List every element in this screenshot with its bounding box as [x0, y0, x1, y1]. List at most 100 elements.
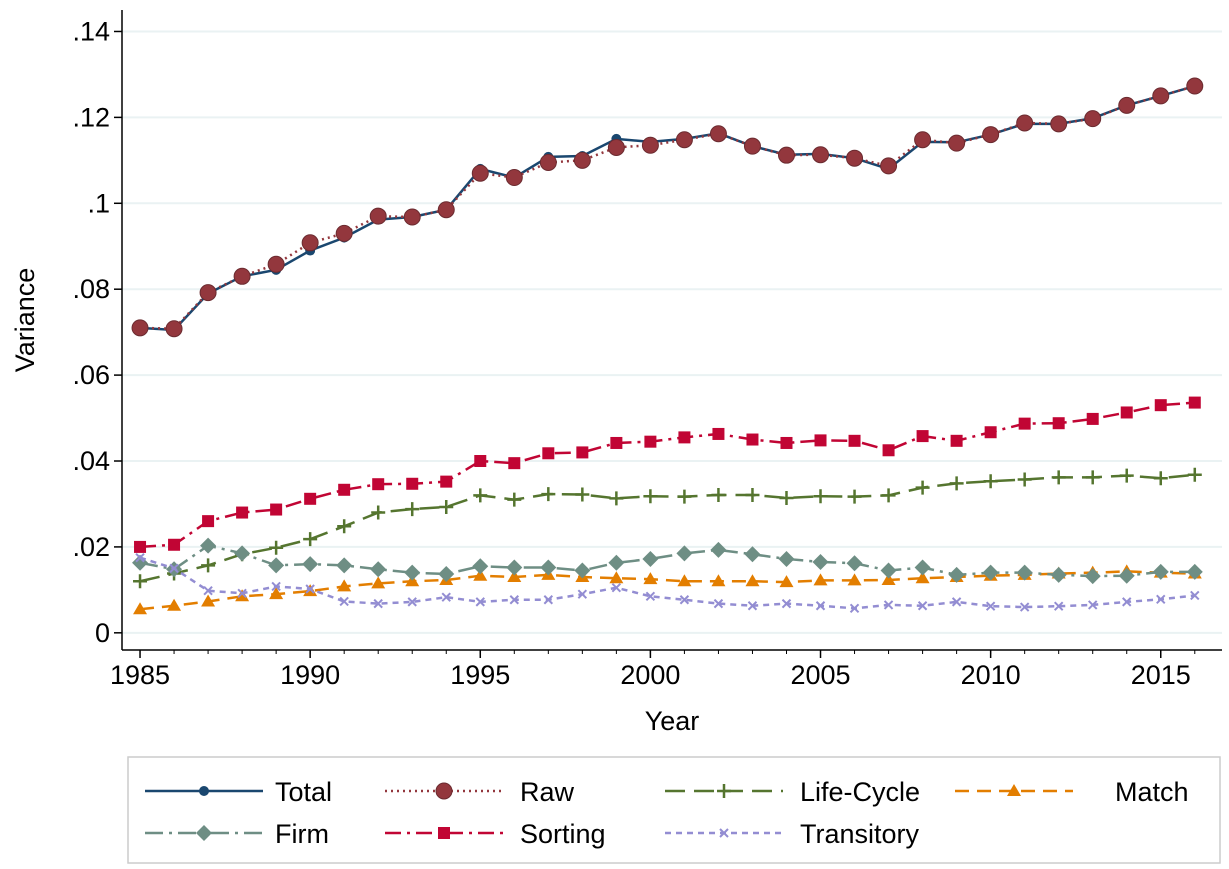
marker: [645, 591, 656, 602]
marker: [779, 490, 794, 505]
marker: [135, 552, 145, 563]
marker: [881, 572, 896, 585]
marker: [1186, 77, 1204, 95]
marker: [948, 134, 966, 152]
series: [131, 77, 1204, 338]
legend-label: Match: [1115, 777, 1189, 807]
marker: [916, 430, 929, 443]
marker: [303, 532, 318, 547]
marker: [1051, 470, 1066, 485]
marker: [335, 224, 353, 242]
series-line: [139, 401, 1195, 549]
series-line: [139, 556, 1195, 610]
marker: [440, 475, 453, 488]
series-line: [139, 84, 1196, 332]
marker: [643, 489, 658, 504]
marker: [1086, 412, 1099, 425]
marker: [1084, 568, 1101, 585]
marker: [744, 546, 761, 563]
marker: [509, 595, 520, 605]
marker: [540, 559, 557, 576]
y-axis-label: Variance: [10, 268, 40, 373]
legend-marker: [438, 827, 450, 839]
marker: [168, 538, 181, 551]
marker: [337, 519, 352, 534]
marker: [508, 457, 521, 470]
x-tick-label: 2015: [1131, 660, 1191, 690]
marker: [1118, 567, 1135, 584]
marker: [711, 487, 726, 502]
marker: [713, 598, 724, 609]
marker: [1152, 87, 1170, 105]
marker: [983, 474, 998, 489]
marker: [1053, 601, 1064, 611]
marker: [1190, 590, 1200, 601]
marker: [778, 550, 795, 567]
legend-label: Sorting: [520, 819, 606, 849]
marker: [1186, 563, 1203, 580]
legend-item: Transitory: [665, 819, 920, 849]
marker: [574, 562, 591, 579]
marker: [406, 477, 419, 490]
y-tick-label: .12: [72, 102, 110, 132]
marker: [369, 207, 387, 225]
marker: [985, 601, 996, 611]
marker: [577, 589, 588, 599]
marker: [1085, 470, 1100, 485]
legend-marker: [1007, 784, 1021, 796]
marker: [813, 489, 828, 504]
marker: [1154, 399, 1167, 412]
marker: [982, 126, 1000, 144]
marker: [950, 434, 963, 447]
marker: [675, 131, 693, 149]
marker: [1152, 563, 1169, 580]
marker: [847, 573, 862, 586]
marker: [677, 489, 692, 504]
marker: [474, 455, 487, 468]
marker: [133, 602, 148, 615]
marker: [917, 601, 928, 611]
marker: [982, 564, 999, 581]
y-tick-label: 0: [95, 618, 110, 648]
marker: [881, 488, 896, 503]
marker: [542, 447, 555, 460]
marker: [1088, 600, 1098, 610]
legend-label: Transitory: [800, 819, 920, 849]
marker: [951, 597, 962, 607]
marker: [236, 506, 249, 519]
marker: [880, 157, 898, 175]
marker: [677, 574, 692, 587]
marker: [711, 574, 726, 587]
marker: [336, 557, 353, 574]
marker: [199, 284, 217, 302]
legend-marker: [719, 828, 729, 838]
marker: [1050, 115, 1068, 133]
marker: [679, 595, 690, 605]
marker: [1016, 114, 1034, 132]
marker: [271, 581, 281, 592]
marker: [337, 579, 352, 592]
x-tick-label: 2000: [620, 660, 680, 690]
series: [133, 467, 1202, 589]
marker: [710, 541, 727, 558]
marker: [609, 491, 624, 506]
marker: [441, 592, 451, 602]
marker: [1016, 564, 1033, 581]
legend-item: Raw: [385, 777, 575, 807]
marker: [339, 596, 349, 607]
marker: [169, 563, 179, 574]
marker: [812, 146, 830, 164]
y-tick-label: .04: [72, 446, 110, 476]
marker: [301, 234, 319, 252]
y-tick-label: .14: [72, 16, 110, 46]
marker: [234, 545, 251, 562]
series-line: [139, 473, 1195, 583]
marker: [949, 476, 964, 491]
y-tick-label: .08: [72, 274, 110, 304]
marker: [1019, 602, 1030, 612]
y-tick-label: .02: [72, 532, 110, 562]
marker: [302, 556, 319, 573]
legend-label: Firm: [275, 819, 329, 849]
marker: [202, 515, 215, 528]
